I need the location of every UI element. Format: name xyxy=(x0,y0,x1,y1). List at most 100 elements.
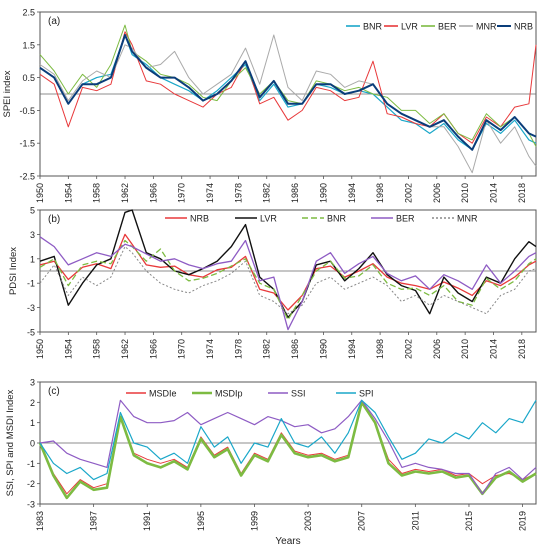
y-tick-label: -2.5 xyxy=(19,172,35,182)
x-tick-label: 1986 xyxy=(290,183,300,203)
legend-label: NRB xyxy=(190,214,209,224)
y-tick-label: 0 xyxy=(30,439,35,449)
legend-label: BNR xyxy=(327,214,347,224)
legend-label: MNR xyxy=(476,22,497,32)
x-tick-label: 1990 xyxy=(318,339,328,359)
y-axis-label: SPEI index xyxy=(2,70,13,117)
x-tick-label: 2018 xyxy=(517,183,527,203)
x-tick-label: 1974 xyxy=(205,339,215,359)
x-tick-label: 2010 xyxy=(460,339,470,359)
y-tick-label: 3 xyxy=(30,230,35,240)
series-line-msdip xyxy=(38,400,537,500)
series-line-bnr xyxy=(39,239,537,321)
x-tick-label: 2010 xyxy=(460,183,470,203)
legend-label: BER xyxy=(396,214,415,224)
x-tick-label: 1994 xyxy=(347,339,357,359)
x-tick-label: 2002 xyxy=(403,339,413,359)
x-tick-label: 1982 xyxy=(262,183,272,203)
x-tick-label: 1950 xyxy=(35,183,45,203)
series-line-mnr xyxy=(39,34,537,174)
x-tick-label: 1966 xyxy=(148,183,158,203)
y-tick-label: 1 xyxy=(30,254,35,264)
x-tick-label: 2019 xyxy=(518,511,528,531)
x-tick-label: 1998 xyxy=(375,339,385,359)
legend-label: MNR xyxy=(457,214,478,224)
legend-label: MSDIe xyxy=(149,389,177,399)
x-tick-label: 2007 xyxy=(357,511,367,531)
x-tick-label: 1950 xyxy=(35,339,45,359)
x-tick-label: 1978 xyxy=(233,339,243,359)
x-tick-label: 1978 xyxy=(233,183,243,203)
series-line-spi xyxy=(39,399,537,481)
x-tick-label: 1974 xyxy=(205,183,215,203)
x-tick-label: 2015 xyxy=(464,511,474,531)
x-tick-label: 1962 xyxy=(120,339,130,359)
legend-label: BNR xyxy=(363,22,383,32)
series-line-lvr xyxy=(39,209,537,319)
series-line-ber xyxy=(39,236,537,331)
y-tick-label: 0.5 xyxy=(22,73,35,83)
y-tick-label: -1 xyxy=(27,459,35,469)
series-line-mnr xyxy=(39,246,537,315)
y-tick-label: 2 xyxy=(30,398,35,408)
legend-label: BER xyxy=(438,22,457,32)
y-axis-label: SSI, SPI and MSDI Index xyxy=(5,389,16,496)
x-tick-label: 1991 xyxy=(142,511,152,531)
x-tick-label: 2003 xyxy=(303,511,313,531)
y-tick-label: 2.5 xyxy=(22,8,35,18)
legend-label: SPI xyxy=(359,389,374,399)
x-tick-label: 2006 xyxy=(432,183,442,203)
x-tick-label: 2018 xyxy=(517,339,527,359)
x-tick-label: 1982 xyxy=(262,339,272,359)
x-tick-label: 1994 xyxy=(347,183,357,203)
x-tick-label: 1970 xyxy=(177,339,187,359)
x-tick-label: 2002 xyxy=(403,183,413,203)
panel-label: (a) xyxy=(48,16,60,27)
x-tick-label: 1954 xyxy=(63,339,73,359)
legend-label: NRB xyxy=(514,22,533,32)
legend-label: MSDIp xyxy=(215,389,243,399)
y-tick-label: 5 xyxy=(30,206,35,216)
y-tick-label: 1 xyxy=(30,418,35,428)
panel-label: (c) xyxy=(48,386,60,397)
y-tick-label: -3 xyxy=(27,303,35,313)
x-tick-label: 1999 xyxy=(249,511,259,531)
series-line-ber xyxy=(39,24,537,147)
x-tick-label: 1962 xyxy=(120,183,130,203)
y-axis-label: PDSI Index xyxy=(8,247,19,295)
x-tick-label: 2014 xyxy=(488,339,498,359)
y-tick-label: -0.5 xyxy=(19,106,35,116)
x-axis-label: Years xyxy=(275,536,300,547)
y-tick-label: 3 xyxy=(30,378,35,388)
x-tick-label: 1958 xyxy=(92,183,102,203)
y-tick-label: -1.5 xyxy=(19,139,35,149)
legend-label: SSI xyxy=(291,389,306,399)
series-line-nrb xyxy=(39,233,537,311)
x-tick-label: 2006 xyxy=(432,339,442,359)
x-tick-label: 1966 xyxy=(148,339,158,359)
y-tick-label: -5 xyxy=(27,328,35,338)
x-tick-label: 1954 xyxy=(63,183,73,203)
x-tick-label: 1958 xyxy=(92,339,102,359)
x-tick-label: 1970 xyxy=(177,183,187,203)
legend-label: LVR xyxy=(401,22,418,32)
legend-label: LVR xyxy=(260,214,277,224)
series-line-ssi xyxy=(39,399,537,495)
x-tick-label: 1983 xyxy=(35,511,45,531)
series-line-nrb xyxy=(39,34,537,151)
y-tick-label: -2 xyxy=(27,479,35,489)
x-tick-label: 1998 xyxy=(375,183,385,203)
x-tick-label: 1987 xyxy=(89,511,99,531)
panel-label: (b) xyxy=(48,214,60,225)
x-tick-label: 2011 xyxy=(410,511,420,530)
x-tick-label: 1995 xyxy=(196,511,206,531)
y-tick-label: -3 xyxy=(27,500,35,510)
x-tick-label: 1986 xyxy=(290,339,300,359)
x-tick-label: 1990 xyxy=(318,183,328,203)
x-tick-label: 2014 xyxy=(488,183,498,203)
y-tick-label: 1.5 xyxy=(22,40,35,50)
